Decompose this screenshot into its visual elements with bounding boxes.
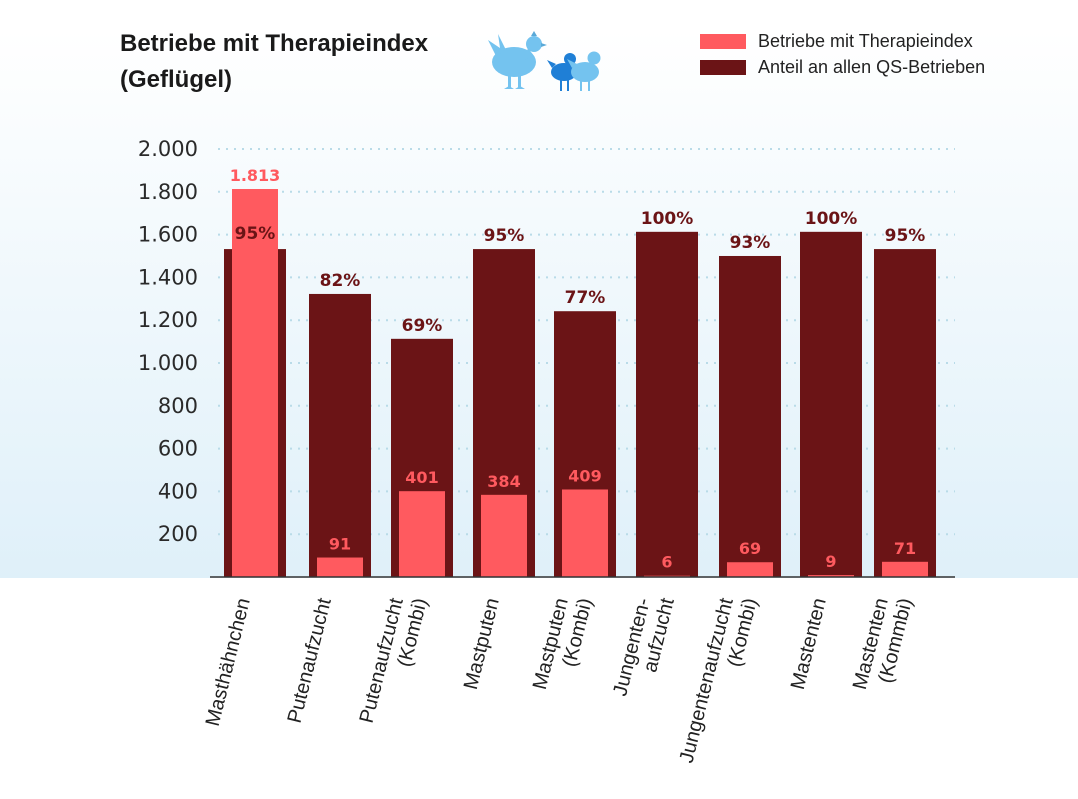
count-value-label: 91 bbox=[329, 535, 351, 554]
chicken-and-turkey-icon bbox=[484, 26, 609, 100]
count-value-label: 401 bbox=[405, 468, 438, 487]
share-bar bbox=[719, 255, 781, 577]
chicken-icon bbox=[488, 31, 547, 89]
y-tick-label: 1.600 bbox=[138, 223, 198, 247]
count-value-label: 9 bbox=[825, 552, 836, 571]
y-tick-label: 600 bbox=[158, 437, 198, 461]
count-bar bbox=[562, 489, 608, 577]
x-category-label: Jungentenaufzucht bbox=[676, 595, 738, 765]
share-percent-label: 82% bbox=[320, 271, 361, 291]
x-category-label: Masthähnchen bbox=[202, 596, 255, 729]
count-value-label: 6 bbox=[661, 553, 672, 572]
count-bar bbox=[481, 494, 527, 577]
count-value-label: 409 bbox=[568, 466, 601, 485]
share-percent-label: 100% bbox=[805, 209, 858, 229]
legend-label-count: Betriebe mit Therapieindex bbox=[758, 30, 973, 51]
y-tick-label: 1.200 bbox=[138, 308, 198, 332]
x-category-label: Mastenten bbox=[787, 596, 831, 692]
count-bar bbox=[727, 562, 773, 577]
duck-icon bbox=[567, 51, 601, 91]
count-bar bbox=[317, 557, 363, 577]
share-percent-label: 77% bbox=[565, 288, 606, 308]
share-bar bbox=[636, 231, 698, 577]
x-category-label: Mastputen bbox=[460, 596, 504, 692]
share-percent-label: 95% bbox=[235, 224, 276, 244]
share-percent-label: 100% bbox=[641, 209, 694, 229]
chart-title-line-2: (Geflügel) bbox=[120, 66, 232, 93]
share-percent-label: 95% bbox=[484, 226, 525, 246]
count-bar bbox=[399, 491, 445, 577]
count-bar bbox=[232, 189, 278, 577]
legend-swatch-count bbox=[700, 33, 746, 49]
legend-item-share: Anteil an allen QS-Betrieben bbox=[700, 54, 985, 80]
count-value-label: 71 bbox=[894, 539, 916, 558]
share-bar bbox=[874, 249, 936, 578]
share-bar bbox=[309, 293, 371, 577]
count-value-label: 1.813 bbox=[230, 166, 281, 185]
legend: Betriebe mit Therapieindex Anteil an all… bbox=[700, 28, 985, 80]
share-bar bbox=[800, 231, 862, 577]
y-tick-label: 800 bbox=[158, 394, 198, 418]
count-value-label: 69 bbox=[739, 539, 761, 558]
count-bar bbox=[882, 561, 928, 577]
legend-label-share: Anteil an allen QS-Betrieben bbox=[758, 56, 986, 77]
y-tick-label: 200 bbox=[158, 522, 198, 546]
y-tick-label: 1.800 bbox=[138, 180, 198, 204]
turkey-icon bbox=[547, 53, 577, 91]
legend-swatch-share bbox=[700, 59, 746, 75]
count-value-label: 384 bbox=[487, 472, 520, 491]
chart-title: Betriebe mit Therapieindex (Geflügel) bbox=[120, 26, 480, 98]
count-bar bbox=[808, 575, 854, 577]
share-percent-label: 93% bbox=[730, 233, 771, 253]
chart-title-line-1: Betriebe mit Therapieindex bbox=[120, 30, 429, 57]
y-tick-label: 1.400 bbox=[138, 265, 198, 289]
y-tick-label: 2.000 bbox=[138, 137, 198, 161]
legend-item-count: Betriebe mit Therapieindex bbox=[700, 28, 985, 54]
y-tick-label: 1.000 bbox=[138, 351, 198, 375]
share-percent-label: 69% bbox=[402, 316, 443, 336]
x-category-label: Putenaufzucht bbox=[284, 595, 336, 725]
y-tick-label: 400 bbox=[158, 479, 198, 503]
share-percent-label: 95% bbox=[885, 226, 926, 246]
